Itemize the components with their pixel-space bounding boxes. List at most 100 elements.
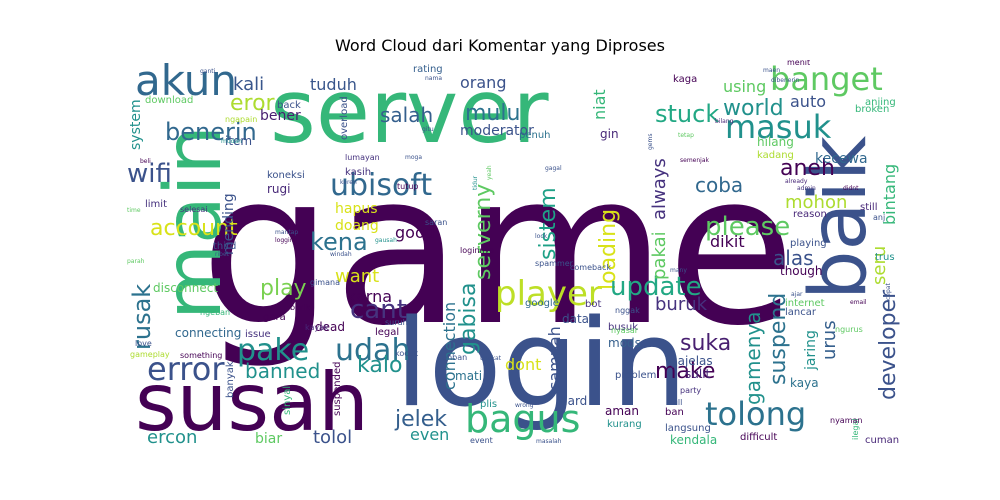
word-cuman: cuman xyxy=(865,435,899,446)
word-already: already xyxy=(785,178,808,185)
word-mods: mods xyxy=(608,336,641,350)
word-account: account xyxy=(150,216,238,241)
word-hapus: hapus xyxy=(335,201,378,217)
word-full: full xyxy=(670,398,682,407)
word-gems: gems xyxy=(647,134,654,150)
word-nyaman: nyaman xyxy=(830,416,862,425)
word-kendala: kendala xyxy=(670,433,717,447)
word-buruk: buruk xyxy=(655,294,708,315)
word-dibenerin: dibenerin xyxy=(771,77,800,84)
word-connection: connection xyxy=(440,302,459,390)
word-jelek: jelek xyxy=(394,407,447,432)
word-dont: dont xyxy=(505,355,541,374)
word-sulit: sulit xyxy=(685,367,711,381)
word-dead: dead xyxy=(315,320,345,334)
word-disconnect: disconnect xyxy=(153,281,218,295)
word-kalo: kalo xyxy=(357,353,402,378)
word-game: game xyxy=(200,127,796,372)
word-dikit: dikit xyxy=(710,232,745,251)
word-orang: orang xyxy=(460,73,506,92)
word-ercon: ercon xyxy=(147,427,197,448)
word-problem: problem xyxy=(615,370,656,381)
word-love: love xyxy=(135,339,152,348)
word-error: error xyxy=(147,350,225,388)
word-bot: bot xyxy=(585,299,601,310)
word-penuh: penuh xyxy=(519,130,551,141)
word-mohon: mohon xyxy=(785,192,847,213)
word-nama: nama xyxy=(425,75,442,82)
word-wrong: wrong xyxy=(515,402,534,409)
word-cant: cant xyxy=(350,295,407,325)
word-tingkat: tingkat xyxy=(480,355,502,362)
word-kayak: kayak xyxy=(305,323,329,332)
word-udah: udah xyxy=(335,333,410,368)
word-kadang: kadang xyxy=(757,150,794,161)
word-akun: akun xyxy=(135,60,237,105)
word-email: email xyxy=(850,299,867,306)
word-stuck: stuck xyxy=(655,100,719,128)
word-server: server xyxy=(270,60,549,163)
word-didnt: didnt xyxy=(843,185,859,192)
word-wifi: wifi xyxy=(127,159,172,189)
word-many: many xyxy=(670,267,687,274)
word-ajar: ajar xyxy=(791,291,803,298)
word-selesai: selesai xyxy=(180,205,208,214)
word-busuk: busuk xyxy=(608,322,638,333)
word-coba: coba xyxy=(695,173,743,197)
chart-title: Word Cloud dari Komentar yang Diproses xyxy=(335,36,665,55)
word-plis: plis xyxy=(480,399,497,410)
word-please: please xyxy=(705,212,790,242)
word-issue: issue xyxy=(245,329,271,340)
word-item: item xyxy=(225,134,252,148)
word-kaga: kaga xyxy=(673,74,697,85)
word-kocak: kocak xyxy=(395,349,419,358)
word-ubisoft: ubisoft xyxy=(330,168,432,203)
word-semenjak: semenjak xyxy=(680,157,710,164)
word-playing: playing xyxy=(790,238,827,249)
word-cloud-canvas: game login server susah main baik akun banget ma… xyxy=(125,60,900,449)
word-loading: loading xyxy=(596,209,621,290)
word-auto: auto xyxy=(790,92,826,111)
word-maen: maen xyxy=(763,67,780,74)
word-ribet: ribet xyxy=(215,251,230,258)
word-moga: moga xyxy=(405,154,422,161)
word-play: play xyxy=(260,276,307,301)
word-sampah: sampah xyxy=(545,326,564,390)
word-gitu: gitu xyxy=(422,126,434,133)
word-biar: biar xyxy=(255,431,282,447)
word-hard: hard xyxy=(560,394,587,408)
word-lumayan: lumayan xyxy=(345,153,380,162)
word-google: google xyxy=(525,298,559,309)
word-login: login xyxy=(395,295,687,434)
word-anjing: anjing xyxy=(865,97,896,108)
word-langsung: langsung xyxy=(665,423,711,434)
word-serverny: serverny xyxy=(471,184,496,280)
word-masalah: masalah xyxy=(536,438,562,445)
word-ngeban: ngeban xyxy=(200,308,230,317)
word-aneh: aneh xyxy=(780,156,835,181)
word-keren: keren xyxy=(340,179,357,186)
word-update: update xyxy=(610,272,702,302)
word-tidur: tidur xyxy=(472,175,479,190)
word-sistem: sistem xyxy=(536,187,561,260)
word-alas: alas xyxy=(773,246,814,270)
word-mulu: mulu xyxy=(465,101,520,126)
word-bagus: bagus xyxy=(465,397,580,441)
word-burik: burik xyxy=(290,303,311,312)
word-nggak: nggak xyxy=(615,306,640,315)
word-mudah: mudah xyxy=(221,138,242,145)
word-saran: saran xyxy=(425,218,447,227)
word-broken: broken xyxy=(855,104,889,115)
word-logging: logging xyxy=(275,237,297,244)
word-system: system xyxy=(128,99,144,150)
word-susah: susah xyxy=(135,356,369,449)
word-tetap: tetap xyxy=(678,132,694,139)
word-gausah: gausah xyxy=(375,237,397,244)
word-developer: developer xyxy=(876,289,900,400)
word-even: even xyxy=(410,425,449,444)
word-make: make xyxy=(655,359,715,384)
word-ngapain: ngapain xyxy=(225,115,257,124)
word-ban: ban xyxy=(665,407,684,418)
word-gin: gin xyxy=(600,127,619,141)
